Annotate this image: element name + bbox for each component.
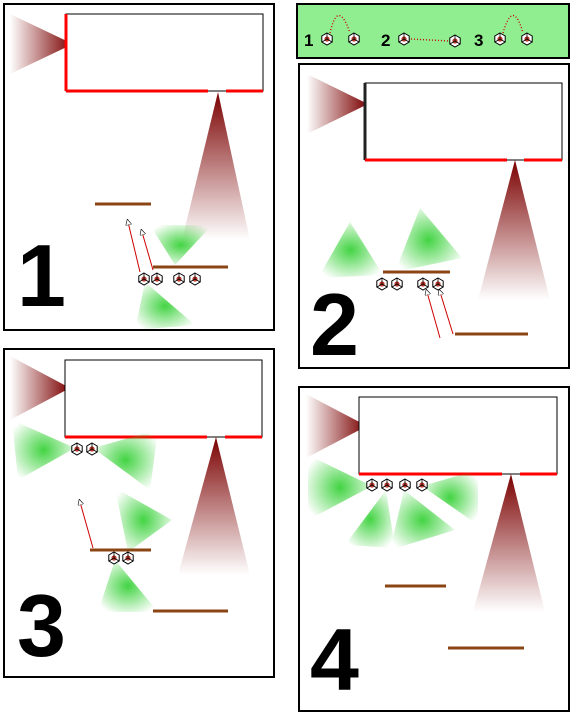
robot-icon (416, 478, 428, 492)
sensor-cone (93, 430, 158, 490)
robot-icon (366, 478, 378, 492)
robot-icon (108, 551, 120, 565)
sensor-cone (135, 282, 195, 330)
robot-icon (173, 272, 185, 286)
legend-arc-trajectory (329, 14, 351, 34)
legend-robot-icon (521, 32, 533, 46)
panel-label-1: 1 (17, 226, 66, 325)
robot-icon (189, 272, 201, 286)
sensor-cone (98, 560, 158, 612)
robot-icon (122, 551, 134, 565)
robot-icon (381, 478, 393, 492)
legend-robot-icon (321, 32, 333, 46)
sensor-cone (422, 470, 478, 525)
room-box (65, 13, 264, 92)
sensor-cone (390, 490, 455, 550)
robot-icon (151, 272, 163, 286)
sensor-cone (12, 420, 75, 480)
panel-label-2: 2 (310, 275, 359, 374)
robot-icon (432, 277, 444, 291)
legend-arc-trajectory (502, 14, 524, 34)
legend: 1 2 3 (296, 3, 570, 59)
trajectory-arrow (427, 292, 441, 339)
trajectory-arrow (440, 292, 454, 335)
sensor-cone (318, 222, 383, 278)
legend-robot-icon (449, 34, 461, 48)
legend-robot-icon (494, 32, 506, 46)
sensor-cone (150, 225, 212, 265)
panel-label-4: 4 (310, 610, 359, 709)
legend-box (296, 3, 570, 59)
legend-line-trajectory (410, 38, 450, 42)
robot-icon (71, 442, 83, 456)
trajectory-arrow (142, 232, 154, 271)
side-light-cone (10, 14, 73, 74)
trajectory-arrow (80, 502, 94, 549)
room-box (358, 396, 558, 475)
legend-label-2: 2 (381, 31, 390, 50)
robot-icon (417, 277, 429, 291)
side-light-cone (306, 394, 367, 458)
robot-icon (391, 277, 403, 291)
robot-icon (86, 442, 98, 456)
side-light-cone (10, 356, 70, 420)
legend-robot-icon (398, 32, 410, 46)
legend-label-3: 3 (474, 31, 483, 50)
ceiling-light-cone (182, 92, 250, 240)
side-light-cone (307, 74, 368, 134)
sensor-cone (115, 488, 172, 552)
sensor-cone (308, 455, 372, 520)
room-box (64, 359, 263, 438)
robot-icon (376, 277, 388, 291)
ceiling-light-cone (178, 437, 250, 575)
trajectory-arrow (128, 222, 141, 273)
ceiling-light-cone (478, 160, 550, 300)
ceiling-light-cone (473, 474, 545, 612)
sensor-cone (395, 208, 462, 272)
room-box (364, 82, 563, 161)
panel-4: 4 (298, 386, 570, 712)
robot-icon (399, 478, 411, 492)
robot-icon (138, 272, 150, 286)
legend-robot-icon (348, 32, 360, 46)
panel-1: 1 (3, 3, 275, 331)
panel-2: 2 (298, 63, 570, 374)
legend-label-1: 1 (304, 31, 313, 50)
sensor-cone (345, 490, 395, 548)
panel-label-3: 3 (17, 576, 66, 675)
panel-3: 3 (3, 348, 275, 678)
